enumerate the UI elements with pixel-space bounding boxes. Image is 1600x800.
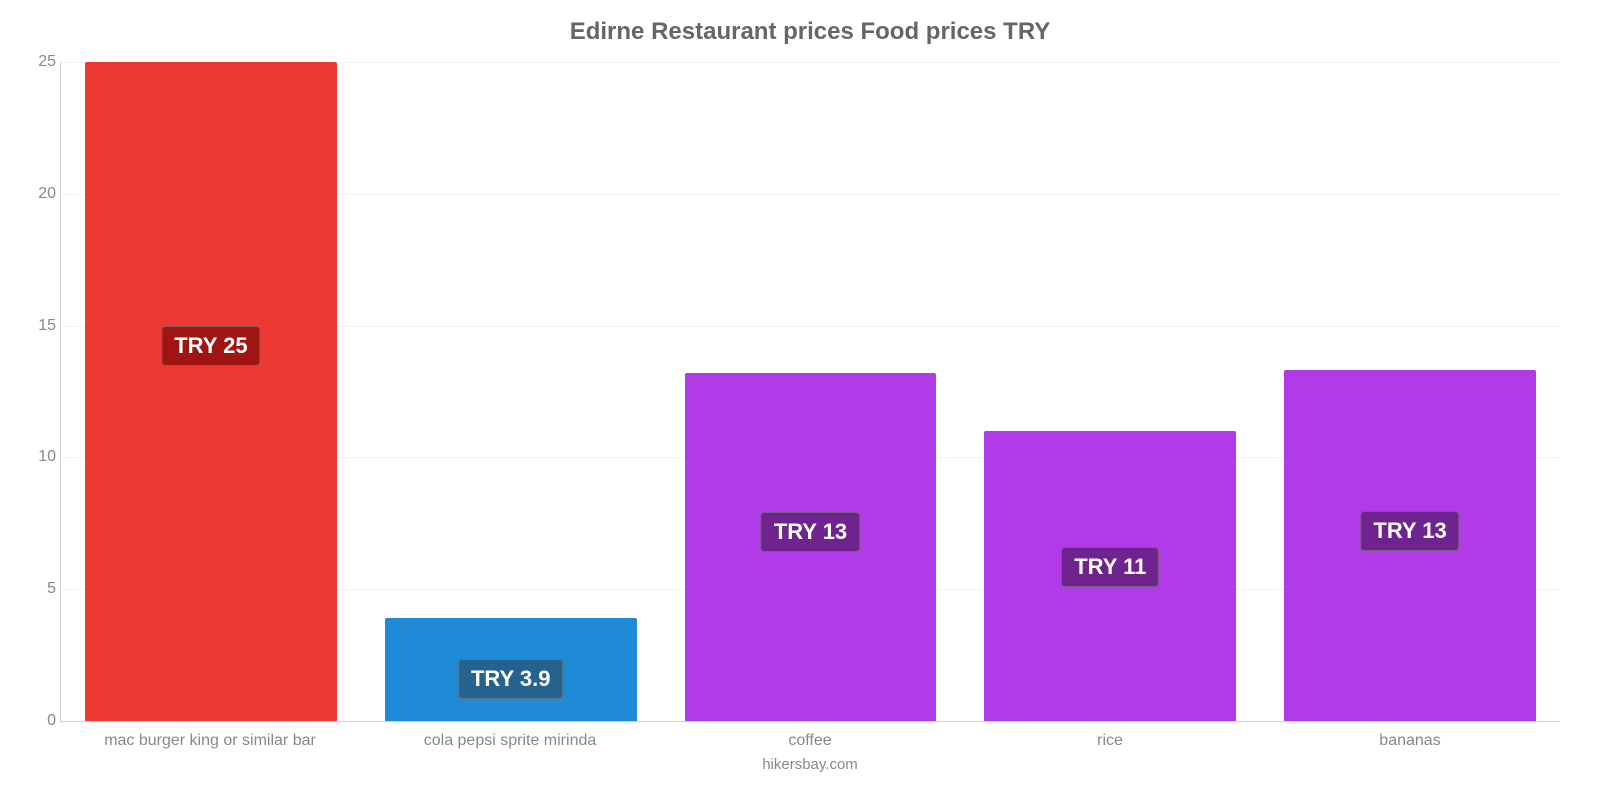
x-tick-label: rice: [960, 732, 1260, 750]
bar: TRY 13: [685, 373, 937, 721]
x-axis-labels: mac burger king or similar barcola pepsi…: [60, 732, 1560, 750]
chart-title: Edirne Restaurant prices Food prices TRY: [60, 10, 1560, 62]
bar-slot: TRY 3.9: [361, 62, 661, 721]
x-tick-label: mac burger king or similar bar: [60, 732, 360, 750]
bar-slot: TRY 13: [1260, 62, 1560, 721]
bar-value-label: TRY 11: [1061, 547, 1159, 587]
bar-value-label: TRY 25: [161, 326, 260, 366]
y-tick-label: 20: [26, 185, 56, 203]
bar-slot: TRY 13: [661, 62, 961, 721]
bar: TRY 11: [984, 431, 1236, 721]
bar: TRY 25: [85, 62, 337, 721]
bar-chart: Edirne Restaurant prices Food prices TRY…: [0, 0, 1600, 800]
y-tick-label: 25: [26, 53, 56, 71]
x-tick-label: cola pepsi sprite mirinda: [360, 732, 660, 750]
bars-group: TRY 25 TRY 3.9 TRY 13 TRY 11 TRY 13: [61, 62, 1560, 721]
credit-text: hikersbay.com: [60, 756, 1560, 773]
x-tick-label: bananas: [1260, 732, 1560, 750]
bar-value-label: TRY 13: [761, 512, 860, 552]
bar-slot: TRY 25: [61, 62, 361, 721]
x-tick-label: coffee: [660, 732, 960, 750]
y-tick-label: 0: [26, 712, 56, 730]
y-tick-label: 10: [26, 448, 56, 466]
bar-value-label: TRY 13: [1360, 511, 1459, 551]
bar-value-label: TRY 3.9: [458, 659, 563, 699]
bar: TRY 3.9: [385, 618, 637, 721]
bar-slot: TRY 11: [960, 62, 1260, 721]
y-tick-label: 5: [26, 580, 56, 598]
y-tick-label: 15: [26, 317, 56, 335]
bar: TRY 13: [1284, 370, 1536, 721]
plot-area: 0510152025 TRY 25TRY 3.9TRY 13TRY 11TRY …: [60, 62, 1560, 722]
